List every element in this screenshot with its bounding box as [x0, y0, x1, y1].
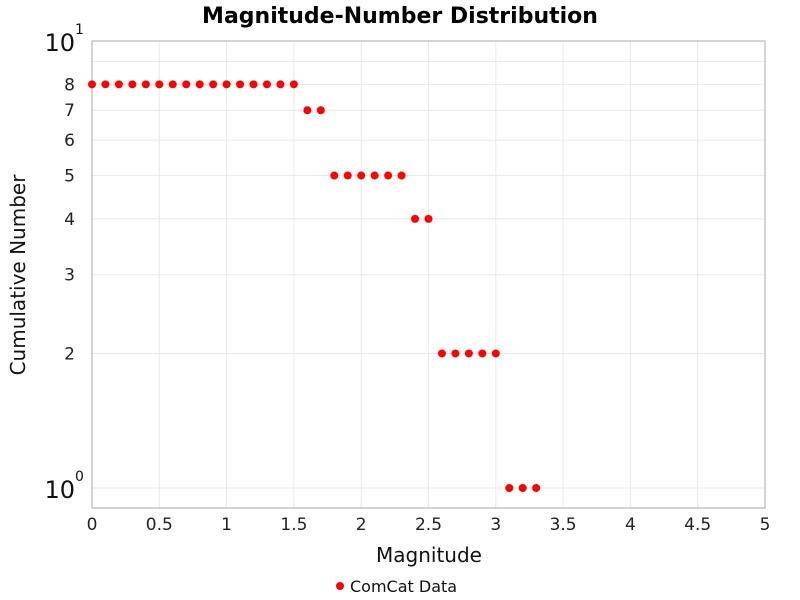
x-tick-label: 4.5 [684, 515, 711, 535]
data-point [182, 80, 191, 89]
y-tick-label: 10 [44, 476, 75, 504]
y-tick-label: 4 [64, 210, 75, 230]
y-tick-exponent: 0 [75, 469, 84, 485]
data-point [195, 80, 204, 89]
y-tick-label: 2 [64, 344, 75, 364]
data-point [276, 80, 285, 89]
data-point [451, 349, 460, 358]
data-point [343, 171, 352, 180]
data-point [357, 171, 366, 180]
data-point [478, 349, 487, 358]
legend-marker [336, 582, 344, 590]
data-point [209, 80, 218, 89]
y-tick-label: 8 [64, 75, 75, 95]
data-point [505, 484, 514, 492]
data-points [88, 80, 541, 492]
data-point [437, 349, 446, 358]
x-tick-label: 4 [625, 515, 636, 535]
data-point [249, 80, 258, 89]
data-point [491, 349, 500, 358]
data-point [168, 80, 177, 89]
x-tick-label: 2.5 [415, 515, 442, 535]
data-point [114, 80, 123, 89]
x-tick-label: 2 [356, 515, 367, 535]
data-point [262, 80, 271, 89]
data-point [330, 171, 339, 180]
data-point [222, 80, 231, 89]
x-tick-label: 1.5 [280, 515, 307, 535]
data-point [88, 80, 96, 89]
data-point [289, 80, 298, 89]
x-axis-ticks: 0 0.5 1 1.5 2 2.5 3 3.5 4 4.5 5 [87, 515, 771, 535]
data-point [303, 106, 312, 115]
x-axis-label: Magnitude [376, 543, 482, 567]
data-point [384, 171, 393, 180]
data-point [236, 80, 245, 89]
data-point [316, 106, 325, 115]
grid [91, 41, 766, 508]
legend: ComCat Data [336, 577, 457, 596]
x-tick-label: 3.5 [550, 515, 577, 535]
legend-label: ComCat Data [350, 577, 457, 596]
y-tick-label: 3 [64, 266, 75, 286]
data-point [518, 484, 527, 492]
data-point [397, 171, 406, 180]
data-point [464, 349, 473, 358]
y-axis-label: Cumulative Number [6, 174, 30, 376]
y-tick-label: 10 [44, 29, 75, 57]
chart-title: Magnitude-Number Distribution [202, 4, 598, 29]
y-tick-label: 6 [64, 131, 75, 151]
data-point [532, 484, 541, 492]
x-tick-label: 5 [760, 515, 771, 535]
data-point [141, 80, 150, 89]
data-point [370, 171, 379, 180]
data-point [101, 80, 110, 89]
x-tick-label: 1 [221, 515, 232, 535]
x-tick-label: 0.5 [146, 515, 173, 535]
y-tick-label: 5 [64, 167, 75, 187]
data-point [411, 214, 420, 223]
x-tick-label: 0 [87, 515, 98, 535]
data-point [128, 80, 137, 89]
plot-frame [91, 40, 766, 509]
data-point [155, 80, 164, 89]
y-tick-exponent: 1 [75, 22, 84, 38]
x-tick-label: 3 [490, 515, 501, 535]
data-point [424, 214, 433, 223]
y-tick-label: 7 [64, 101, 75, 121]
